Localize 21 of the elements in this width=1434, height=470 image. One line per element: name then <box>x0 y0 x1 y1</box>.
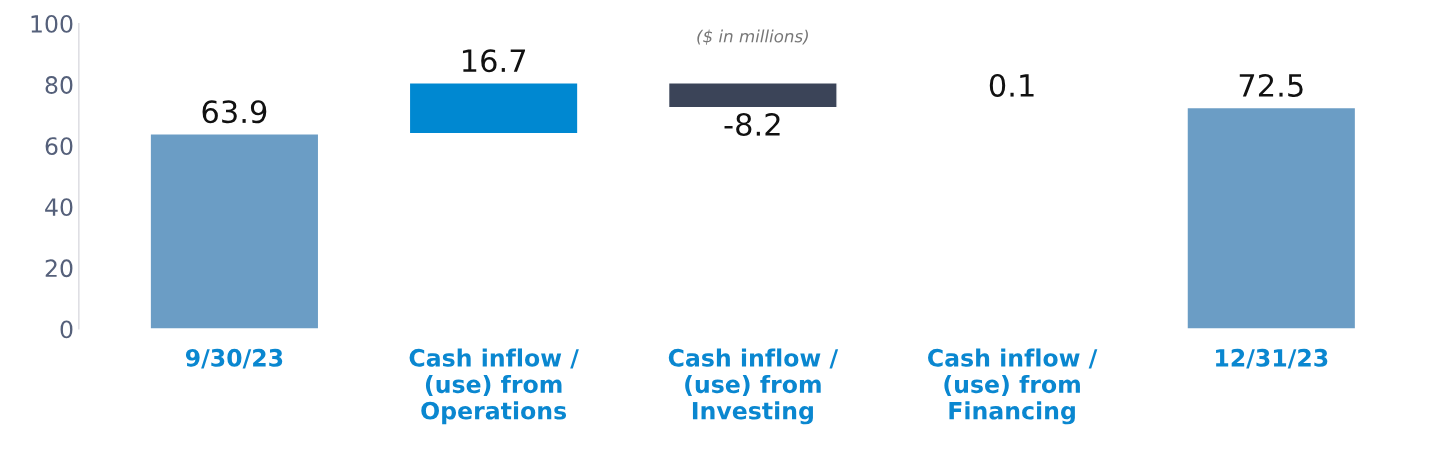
annotation: ($ in millions) <box>697 29 808 45</box>
y-tick-label: 60 <box>45 137 73 156</box>
data-label: 72.5 <box>1239 73 1303 98</box>
x-tick-label: Cash inflow / (use) from Financing <box>928 348 1098 425</box>
x-tick-label: Cash inflow / (use) from Operations <box>409 348 579 425</box>
y-tick-label: 0 <box>60 320 73 339</box>
data-label: -8.2 <box>724 112 780 137</box>
data-label: 16.7 <box>462 49 526 73</box>
bar <box>408 82 579 135</box>
x-tick-label: Cash inflow / (use) from Investing <box>668 348 839 425</box>
bar <box>149 133 320 329</box>
y-tick-label: 40 <box>45 198 73 217</box>
y-tick-label: 20 <box>45 259 73 278</box>
y-tick-label: 80 <box>45 76 73 94</box>
data-label: 0.1 <box>989 73 1034 98</box>
bar <box>667 82 838 109</box>
x-tick-label: 12/31/23 <box>1216 348 1328 369</box>
y-tick-label: 100 <box>31 14 73 33</box>
x-tick-label: 9/30/23 <box>185 348 283 369</box>
bar <box>1186 106 1357 329</box>
data-label: 63.9 <box>202 100 267 124</box>
